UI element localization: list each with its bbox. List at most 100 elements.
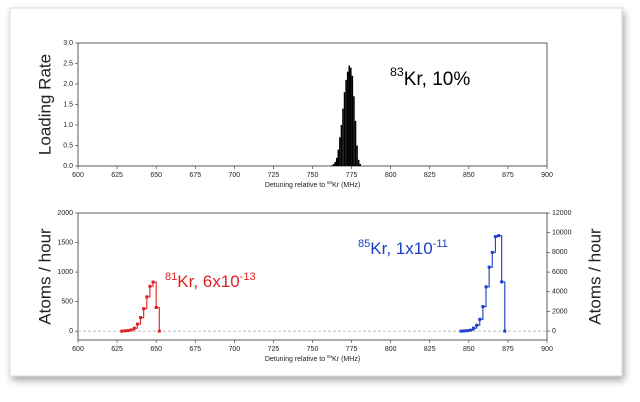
bar — [351, 75, 354, 166]
y-tick-label: 1.0 — [63, 122, 73, 129]
y-tick-label: 0.0 — [63, 163, 73, 170]
marker — [151, 280, 155, 284]
marker — [139, 316, 143, 320]
marker — [468, 328, 472, 332]
marker — [132, 326, 136, 330]
marker — [148, 284, 152, 288]
marker — [459, 329, 463, 333]
x-tick-label: 875 — [502, 172, 514, 179]
x-tick-label: 725 — [268, 346, 280, 353]
y-tick-label: 1500 — [57, 239, 73, 246]
marker — [120, 329, 124, 333]
x-tick-label: 900 — [541, 172, 553, 179]
marker — [487, 265, 491, 269]
x-tick-label: 650 — [150, 346, 162, 353]
text-part: -11 — [433, 238, 448, 250]
bar — [350, 67, 352, 166]
text-part: 84 — [327, 354, 333, 359]
marker — [484, 285, 488, 289]
x-tick-label: 825 — [424, 172, 436, 179]
text-part: Detuning relative to — [265, 356, 327, 363]
x-tick-label: 850 — [463, 346, 475, 353]
x-tick-label: 600 — [72, 172, 84, 179]
y-tick-label: 3.0 — [63, 40, 73, 47]
bar — [331, 165, 333, 166]
card — [9, 7, 623, 377]
y-tick-label: 500 — [61, 298, 73, 305]
x-tick-label: 900 — [541, 346, 553, 353]
x-tick-label: 625 — [111, 346, 123, 353]
marker — [472, 326, 476, 330]
text-part: 83 — [390, 65, 404, 79]
marker — [493, 235, 497, 239]
x-tick-label: 750 — [307, 346, 319, 353]
x-tick-label: 625 — [111, 172, 123, 179]
text-part: 84 — [327, 180, 333, 185]
bar — [346, 71, 349, 166]
y-tick-label: 0.5 — [63, 142, 73, 149]
y2-tick-label: 10000 — [552, 230, 572, 237]
bar — [345, 79, 347, 166]
y-tick-label: 0 — [69, 328, 73, 335]
y2-tick-label: 12000 — [552, 210, 572, 217]
text-part: Kr, 6x10 — [177, 272, 239, 291]
x-tick-label: 650 — [150, 172, 162, 179]
annotation: 83Kr, 10% — [390, 65, 470, 90]
marker — [157, 329, 161, 333]
bar — [353, 96, 355, 166]
marker — [500, 280, 504, 284]
marker — [123, 329, 127, 333]
annotation: 85Kr, 1x10-11 — [358, 238, 448, 259]
y2-tick-label: 4000 — [552, 289, 568, 296]
x-tick-label: 700 — [228, 172, 240, 179]
y2-axis-label: Atoms / hour — [585, 228, 604, 325]
bar — [356, 145, 358, 166]
x-tick-label: 775 — [346, 346, 358, 353]
bar — [359, 163, 361, 166]
x-tick-label: 825 — [424, 346, 436, 353]
marker — [462, 329, 466, 333]
x-tick-label: 675 — [189, 346, 201, 353]
annotation: Detuning relative to 84Kr (MHz) — [265, 354, 360, 363]
marker — [126, 329, 130, 333]
y2-tick-label: 0 — [552, 328, 556, 335]
bar — [334, 161, 336, 166]
y2-tick-label: 8000 — [552, 249, 568, 256]
bar — [354, 120, 357, 166]
text-part: Kr, 10% — [404, 69, 471, 90]
y2-tick-label: 2000 — [552, 308, 568, 315]
marker — [490, 250, 494, 254]
y2-tick-label: 6000 — [552, 269, 568, 276]
marker — [478, 317, 482, 321]
bar — [342, 108, 344, 166]
bar — [348, 65, 351, 166]
text-part: 85 — [358, 238, 370, 250]
marker — [142, 307, 146, 311]
y-tick-label: 2000 — [57, 210, 73, 217]
text-part: Kr, 1x10 — [370, 239, 432, 258]
x-tick-label: 800 — [385, 346, 397, 353]
annotation: Detuning relative to 84Kr (MHz) — [265, 180, 360, 189]
marker — [503, 329, 507, 333]
marker — [135, 322, 139, 326]
marker — [497, 234, 501, 238]
y-axis-label: Atoms / hour — [35, 228, 54, 325]
marker — [465, 329, 469, 333]
x-tick-label: 875 — [502, 346, 514, 353]
text-part: 81 — [165, 271, 177, 283]
y-tick-label: 2.5 — [63, 60, 73, 67]
x-tick-label: 600 — [72, 346, 84, 353]
text-part: Kr (MHz) — [332, 182, 360, 189]
marker — [481, 305, 485, 309]
y-tick-label: 2.0 — [63, 81, 73, 88]
bar — [357, 159, 360, 166]
text-part: Detuning relative to — [265, 182, 327, 189]
bar — [332, 163, 335, 166]
x-tick-label: 725 — [268, 172, 280, 179]
text-part: -13 — [240, 271, 256, 283]
marker — [475, 323, 479, 327]
y-tick-label: 1.5 — [63, 101, 73, 108]
bar — [337, 149, 340, 166]
bar — [340, 125, 343, 166]
marker — [129, 328, 133, 332]
